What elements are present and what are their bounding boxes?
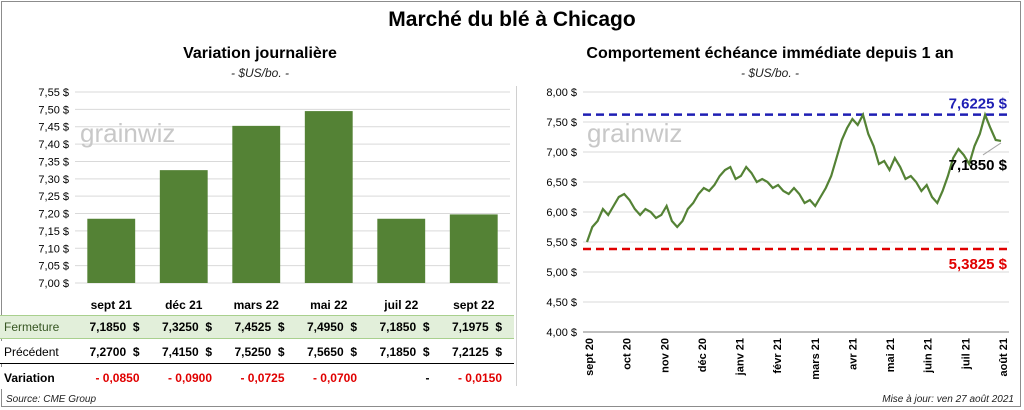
y-tick-label: 7,50 $ xyxy=(38,104,69,116)
table-row: Variation - 0,0850 - 0,0900 - 0,0725 - 0,070… xyxy=(0,367,514,389)
row-label: Fermeture xyxy=(4,320,60,334)
bar-chart: 7,00 $ 7,05 $ 7,10 $ 7,15 $ 7,20 $ 7,25 $ 7,30… xyxy=(38,87,510,312)
x-tick-label: avr 21 xyxy=(847,338,859,370)
y-tick-label: 7,25 $ xyxy=(38,191,69,203)
y-tick-label: 6,50 $ xyxy=(546,177,577,189)
y-tick-label: 7,40 $ xyxy=(38,139,69,151)
min-label: 5,3825 $ xyxy=(949,256,1008,273)
x-tick-label: mai 21 xyxy=(885,338,897,372)
table-cell: - 0,0150 xyxy=(457,371,502,385)
bar-déc-21 xyxy=(159,170,208,283)
y-tick-label: 5,00 $ xyxy=(546,267,577,279)
bar-juil-22 xyxy=(377,218,426,283)
y-tick-label: 4,50 $ xyxy=(546,297,577,309)
y-tick-label: 7,20 $ xyxy=(38,209,69,221)
y-tick-label: 7,55 $ xyxy=(38,87,69,99)
watermark-logo: grainwiz xyxy=(587,118,682,148)
x-tick-label: juil 21 xyxy=(960,338,972,370)
x-category-label: mars 22 xyxy=(234,298,280,312)
price-table: Fermeture 7,1850 $ 7,3250 $ 7,4525 $ 7,4950 … xyxy=(0,315,514,395)
table-cell: 7,1850 $ xyxy=(379,345,430,359)
table-cell: - 0,0700 xyxy=(312,371,357,385)
x-category-label: mai 22 xyxy=(310,298,348,312)
y-tick-label: 7,35 $ xyxy=(38,156,69,168)
row-label: Précédent xyxy=(4,345,59,359)
y-tick-label: 8,00 $ xyxy=(546,87,577,99)
left-subtitle: Variation journalière xyxy=(183,45,337,62)
y-tick-label: 7,00 $ xyxy=(38,278,69,290)
table-cell: - 0,0900 xyxy=(167,371,212,385)
table-cell: 7,4525 $ xyxy=(234,320,285,334)
x-tick-label: mars 21 xyxy=(810,338,822,380)
y-tick-label: 7,45 $ xyxy=(38,122,69,134)
table-cell: - xyxy=(425,371,430,385)
price-series-line xyxy=(585,111,1002,243)
y-tick-label: 7,30 $ xyxy=(38,174,69,186)
bar-sept-22 xyxy=(449,214,498,283)
x-tick-label: janv 21 xyxy=(735,338,747,376)
y-tick-label: 7,15 $ xyxy=(38,226,69,238)
left-unit: - $US/bo. - xyxy=(230,66,290,80)
table-cell: 7,2125 $ xyxy=(451,345,502,359)
x-category-label: sept 22 xyxy=(453,298,495,312)
table-cell: 7,4150 $ xyxy=(161,345,212,359)
bar-mars-22 xyxy=(232,125,281,283)
table-cell: 7,3250 $ xyxy=(161,320,212,334)
main-title: Marché du blé à Chicago xyxy=(388,8,636,31)
table-cell: 7,1975 $ xyxy=(451,320,502,334)
table-row: Précédent 7,2700 $ 7,4150 $ 7,5250 $ 7,5650 … xyxy=(0,341,514,364)
y-tick-label: 6,00 $ xyxy=(546,207,577,219)
x-tick-label: déc 20 xyxy=(697,338,709,372)
y-tick-label: 7,05 $ xyxy=(38,261,69,273)
table-cell: 7,5650 $ xyxy=(306,345,357,359)
right-unit: - $US/bo. - xyxy=(740,66,800,80)
x-tick-label: sept 20 xyxy=(584,338,596,376)
x-tick-label: juin 21 xyxy=(923,338,935,374)
max-label: 7,6225 $ xyxy=(949,96,1008,113)
x-tick-label: août 21 xyxy=(998,338,1010,377)
x-tick-label: nov 20 xyxy=(659,338,671,373)
table-cell: - 0,0725 xyxy=(240,371,285,385)
update-note: Mise à jour: ven 27 août 2021 xyxy=(882,394,1014,405)
x-tick-label: oct 20 xyxy=(622,338,634,370)
table-cell: 7,2700 $ xyxy=(89,345,140,359)
y-tick-label: 5,50 $ xyxy=(546,237,577,249)
bar-mai-22 xyxy=(304,111,353,283)
watermark-logo: grainwiz xyxy=(80,118,175,148)
divider xyxy=(516,86,517,386)
x-category-label: juil 22 xyxy=(383,298,418,312)
table-cell: 7,1850 $ xyxy=(379,320,430,334)
table-cell: 7,4950 $ xyxy=(306,320,357,334)
source-note: Source: CME Group xyxy=(6,394,97,405)
y-tick-label: 7,50 $ xyxy=(546,117,577,129)
table-cell: - 0,0850 xyxy=(95,371,140,385)
table-cell: 7,5250 $ xyxy=(234,345,285,359)
bar-sept-21 xyxy=(87,218,136,283)
y-tick-label: 4,00 $ xyxy=(546,327,577,339)
last-value-leader xyxy=(982,142,1002,156)
table-row: Fermeture 7,1850 $ 7,3250 $ 7,4525 $ 7,4950 … xyxy=(0,315,514,339)
y-tick-label: 7,00 $ xyxy=(546,147,577,159)
line-chart: 4,00 $ 4,50 $ 5,00 $ 5,50 $ 6,00 $ 6,50 $ 7,00… xyxy=(546,87,1010,380)
x-category-label: sept 21 xyxy=(91,298,133,312)
table-cell: 7,1850 $ xyxy=(89,320,140,334)
x-category-label: déc 21 xyxy=(165,298,203,312)
row-label: Variation xyxy=(4,371,55,385)
y-tick-label: 7,10 $ xyxy=(38,243,69,255)
right-subtitle: Comportement échéance immédiate depuis 1… xyxy=(586,45,954,62)
x-tick-label: févr 21 xyxy=(772,338,784,373)
last-value-label: 7,1850 $ xyxy=(949,157,1008,174)
